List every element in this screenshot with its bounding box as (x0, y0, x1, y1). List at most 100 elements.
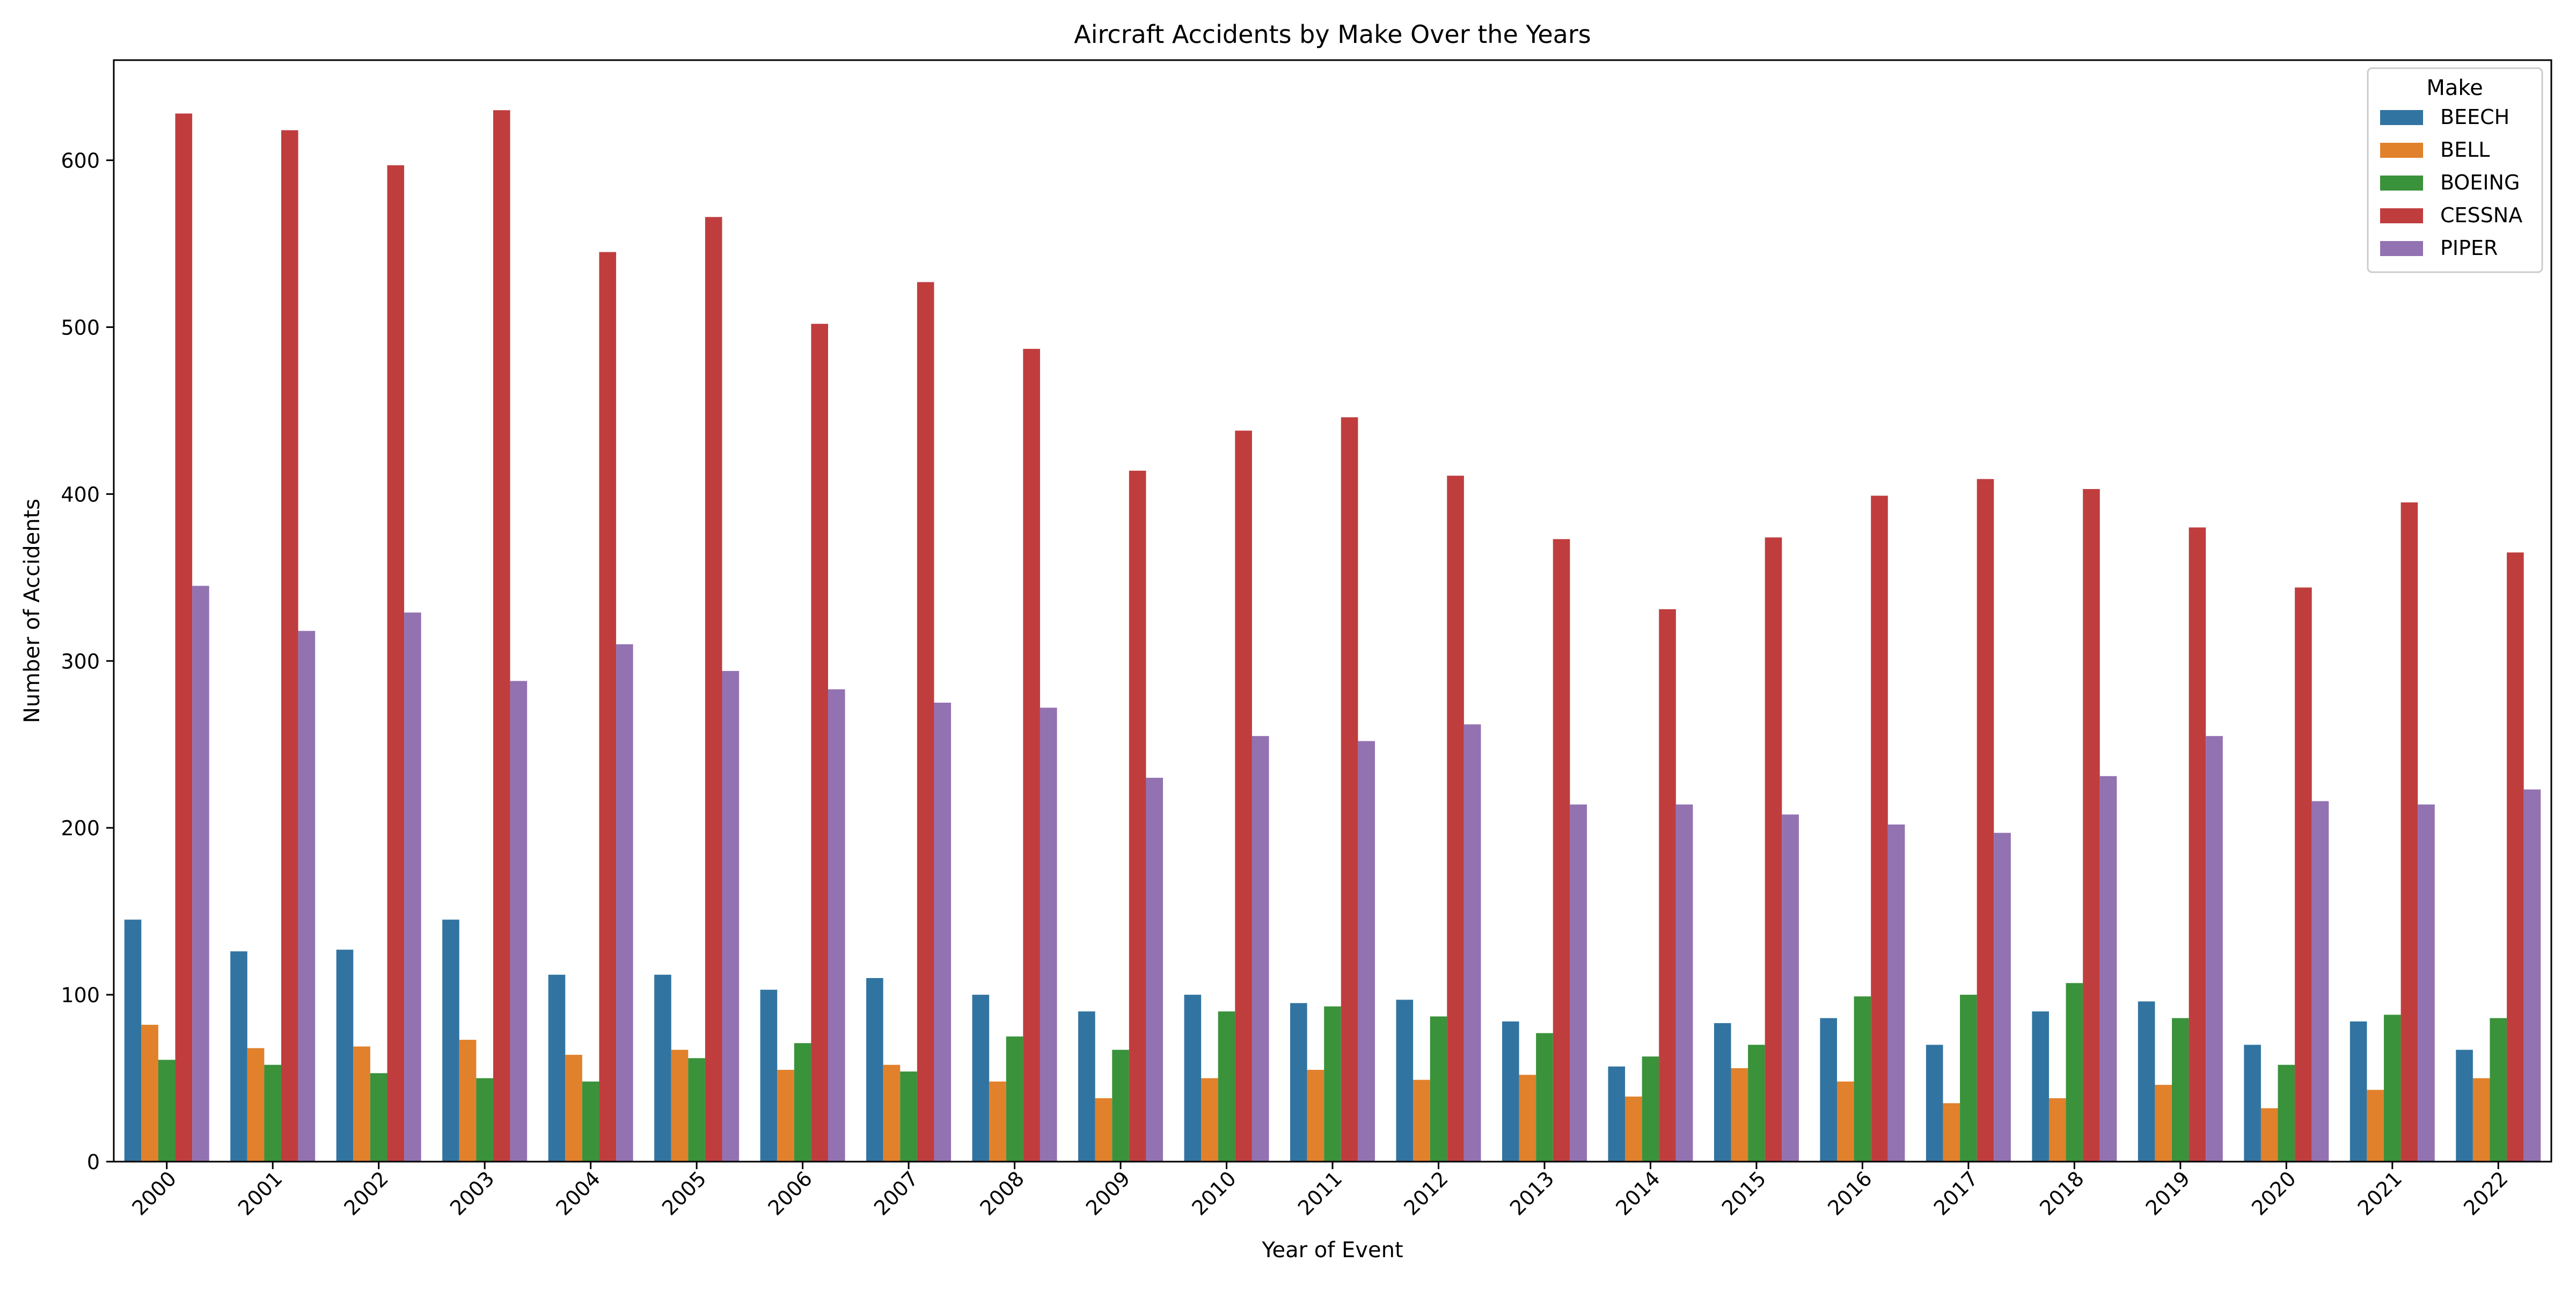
bar-cessna-2000 (175, 113, 193, 1162)
bar-cessna-2001 (281, 130, 298, 1162)
y-tick-label: 200 (61, 816, 100, 840)
bar-cessna-2010 (1235, 431, 1252, 1162)
bar-piper-2012 (1463, 724, 1481, 1162)
bar-cessna-2017 (1977, 479, 1994, 1162)
x-tick-label: 2006 (763, 1166, 817, 1220)
bar-beech-2000 (124, 920, 142, 1162)
bar-boeing-2022 (2490, 1018, 2507, 1162)
bar-bell-2013 (1519, 1075, 1536, 1162)
bar-piper-2016 (1887, 824, 1905, 1162)
bar-boeing-2012 (1430, 1016, 1447, 1162)
bar-boeing-2014 (1642, 1056, 1659, 1162)
x-tick-label: 2009 (1081, 1166, 1135, 1220)
y-tick-label: 300 (61, 650, 100, 673)
bar-piper-2022 (2523, 789, 2541, 1162)
bar-bell-2009 (1095, 1098, 1113, 1162)
chart-title: Aircraft Accidents by Make Over the Year… (1074, 20, 1591, 49)
bar-beech-2020 (2244, 1045, 2261, 1162)
plot-frame (113, 59, 2552, 1163)
bar-bell-2010 (1201, 1078, 1218, 1162)
bar-piper-2008 (1040, 708, 1057, 1162)
bar-cessna-2021 (2401, 502, 2418, 1162)
bar-piper-2005 (722, 670, 740, 1162)
legend: Make BEECH BELL BOEING CESSNA PIPER (2367, 67, 2543, 273)
bar-boeing-2021 (2383, 1015, 2401, 1162)
bar-bell-2022 (2472, 1078, 2490, 1162)
bar-beech-2007 (866, 978, 883, 1162)
bar-bell-2019 (2155, 1084, 2172, 1162)
bar-cessna-2022 (2507, 552, 2524, 1162)
x-tick-label: 2020 (2247, 1166, 2301, 1220)
legend-title: Make (2426, 76, 2483, 100)
bar-bell-2001 (247, 1048, 265, 1162)
y-tick-label: 0 (87, 1150, 100, 1174)
x-tick-label: 2000 (128, 1166, 181, 1220)
legend-label-piper: PIPER (2440, 236, 2498, 260)
x-tick-label: 2003 (445, 1166, 499, 1220)
bar-boeing-2006 (794, 1043, 811, 1162)
bar-boeing-2007 (900, 1071, 917, 1162)
bar-bell-2005 (671, 1049, 689, 1162)
x-tick-label: 2004 (552, 1166, 605, 1220)
x-tick-label: 2017 (1929, 1166, 1983, 1220)
bar-piper-2001 (298, 631, 316, 1162)
legend-swatch-beech (2380, 110, 2423, 125)
bar-boeing-2016 (1854, 996, 1871, 1162)
bar-bell-2000 (141, 1025, 158, 1162)
bar-beech-2001 (230, 951, 247, 1162)
bar-beech-2022 (2456, 1049, 2473, 1162)
bar-cessna-2016 (1871, 495, 1888, 1162)
bar-beech-2009 (1078, 1011, 1095, 1162)
bar-beech-2003 (442, 920, 459, 1162)
bar-boeing-2017 (1960, 995, 1977, 1162)
bar-piper-2021 (2418, 804, 2435, 1162)
bar-cessna-2014 (1659, 609, 1676, 1162)
bar-bell-2015 (1731, 1068, 1748, 1162)
bar-beech-2016 (1820, 1018, 1837, 1162)
bar-boeing-2002 (370, 1073, 387, 1162)
bar-bell-2021 (2367, 1090, 2384, 1162)
bar-cessna-2011 (1341, 417, 1358, 1162)
bar-bell-2007 (883, 1064, 901, 1162)
bar-beech-2008 (972, 995, 990, 1162)
bar-bell-2011 (1307, 1070, 1324, 1162)
bar-cessna-2007 (917, 282, 934, 1162)
bar-piper-2006 (828, 689, 845, 1162)
bar-piper-2003 (510, 681, 528, 1162)
x-tick-label: 2005 (657, 1166, 711, 1220)
x-tick-label: 2014 (1611, 1166, 1665, 1220)
legend-items: BEECH BELL BOEING CESSNA PIPER (2380, 105, 2522, 260)
bar-piper-2020 (2311, 801, 2329, 1162)
bar-boeing-2000 (158, 1060, 175, 1162)
bar-cessna-2005 (705, 217, 722, 1162)
bar-beech-2018 (2032, 1011, 2049, 1162)
bar-piper-2015 (1782, 814, 1799, 1162)
bar-cessna-2013 (1553, 539, 1570, 1162)
x-tick-label: 2002 (340, 1166, 393, 1220)
bar-beech-2015 (1714, 1023, 1731, 1162)
legend-label-beech: BEECH (2440, 105, 2509, 129)
bar-cessna-2004 (599, 252, 617, 1162)
bar-bell-2006 (777, 1070, 794, 1162)
bar-piper-2013 (1570, 804, 1587, 1162)
bar-piper-2014 (1675, 804, 1693, 1162)
x-tick-label: 2011 (1293, 1166, 1347, 1220)
bar-bell-2016 (1837, 1081, 1854, 1162)
legend-label-cessna: CESSNA (2440, 203, 2522, 227)
bar-boeing-2015 (1748, 1045, 1765, 1162)
legend-label-bell: BELL (2440, 138, 2490, 162)
bar-bell-2014 (1625, 1096, 1642, 1162)
bar-boeing-2013 (1536, 1033, 1553, 1162)
bar-beech-2019 (2138, 1001, 2155, 1162)
bar-beech-2013 (1502, 1021, 1519, 1162)
bar-boeing-2008 (1006, 1036, 1023, 1162)
bar-piper-2000 (192, 586, 209, 1162)
bar-beech-2002 (336, 950, 354, 1162)
bar-piper-2017 (1994, 833, 2011, 1162)
x-tick-label: 2001 (233, 1166, 287, 1220)
bar-piper-2018 (2099, 776, 2117, 1162)
bar-beech-2014 (1608, 1066, 1626, 1162)
y-axis-label: Number of Accidents (20, 499, 45, 723)
x-tick-label: 2022 (2459, 1166, 2513, 1220)
y-tick-label: 600 (61, 149, 100, 173)
